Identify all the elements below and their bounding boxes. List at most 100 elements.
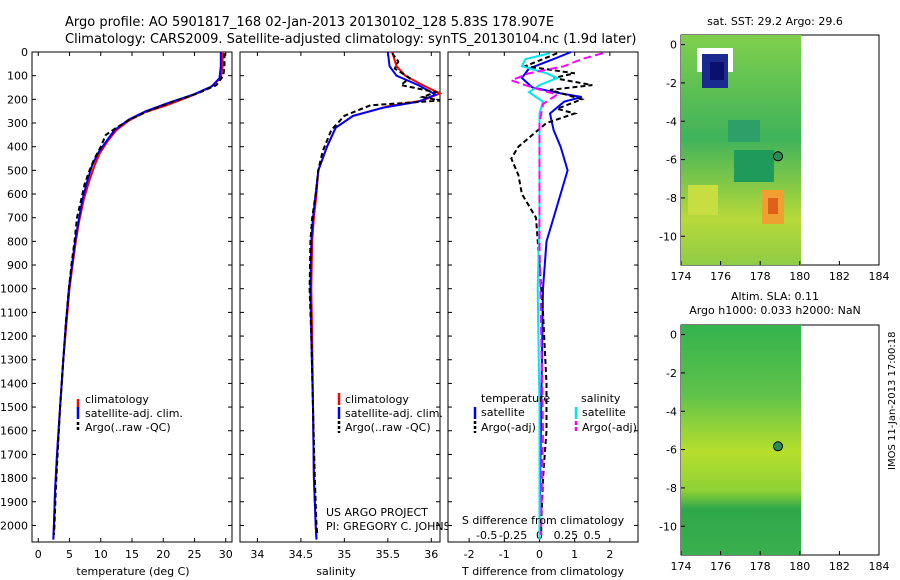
sst-map-title: sat. SST: 29.2 Argo: 29.6 — [707, 15, 843, 28]
sla-map-title-1: Altim. SLA: 0.11 — [731, 290, 819, 303]
depth-tick-label: 400 — [7, 141, 28, 154]
sla-argo-position-marker — [773, 441, 783, 452]
difference-x-axis: -2 -1 0 1 2-0.5 -0.25 0 0.25 0.5 — [464, 52, 613, 561]
x-tick-label: 35.5 — [376, 548, 401, 561]
sst-warm-core — [768, 198, 778, 214]
x-tick-label: 5 — [66, 548, 73, 561]
x-tick-label: 36 — [424, 548, 438, 561]
x-tick-label: 15 — [125, 548, 139, 561]
x-tick-label: 0 — [536, 548, 543, 561]
x-tick-label: 34.5 — [289, 548, 314, 561]
depth-tick-label: 0 — [21, 46, 28, 59]
temperature-xlabel: temperature (deg C) — [76, 565, 189, 578]
depth-tick-label: 200 — [7, 93, 28, 106]
s-x-tick-label: 0.5 — [584, 529, 602, 542]
map-y-tick-label: -4 — [666, 405, 677, 418]
sla-field — [681, 325, 801, 555]
map-x-tick-label: 182 — [829, 560, 850, 573]
s-x-tick-label: -0.25 — [499, 529, 527, 542]
s-difference-xlabel: S difference from climatology — [462, 514, 625, 527]
map-x-tick-label: 178 — [750, 560, 771, 573]
salinity-axes-frame — [239, 51, 441, 543]
map-x-tick-label: 180 — [789, 560, 810, 573]
temperature-legend: climatology satellite-adj. clim. Argo(..… — [76, 393, 183, 434]
x-tick-label: 34 — [250, 548, 264, 561]
map-y-tick-label: -6 — [666, 154, 677, 167]
map-x-tick-label: 184 — [869, 270, 890, 283]
series-line-s-argo-adj — [508, 52, 604, 535]
legend-label-satellite: satellite-adj. clim. — [345, 407, 443, 420]
legend-label-s-argo: Argo(-adj) — [582, 421, 637, 434]
sst-map-axes: 174 176 178 180 182 184 0 -2 -4 -6 -8 -10 — [659, 39, 889, 283]
map-y-tick-label: 0 — [670, 39, 677, 52]
legend-label-argo: Argo(..raw -QC) — [85, 421, 171, 434]
series-line-s-satellite — [520, 52, 560, 540]
x-tick-label: 0 — [35, 548, 42, 561]
x-tick-label: 10 — [94, 548, 108, 561]
depth-tick-label: 1700 — [0, 448, 28, 461]
sst-yellow-patch — [688, 185, 718, 215]
difference-panel: -2 -1 0 1 2-0.5 -0.25 0 0.25 0.5 temperature sal… — [447, 51, 639, 578]
sst-cold-core — [710, 62, 724, 80]
temperature-panel: 0100200300400500600700800900100011001200… — [0, 46, 233, 578]
salinity-x-axis: 34 34.5 35 35.5 36 — [250, 52, 438, 561]
depth-tick-label: 300 — [7, 117, 28, 130]
salinity-panel: 34 34.5 35 35.5 36 climatology satellite-adj… — [239, 51, 467, 578]
x-tick-label: -1 — [499, 548, 510, 561]
depth-tick-label: 1000 — [0, 283, 28, 296]
s-x-tick-label: -0.5 — [476, 529, 497, 542]
map-y-tick-label: -2 — [666, 77, 677, 90]
temperature-axes-frame — [31, 51, 233, 543]
project-credit: US ARGO PROJECT — [326, 506, 428, 519]
sla-map-axes: 174 176 178 180 182 184 0 -2 -4 -6 -8 -10 — [659, 329, 889, 573]
difference-legend: temperature salinity satellite Argo(-adj… — [473, 392, 637, 434]
map-x-tick-label: 184 — [869, 560, 890, 573]
depth-tick-label: 900 — [7, 259, 28, 272]
salinity-legend: climatology satellite-adj. clim. Argo(..… — [337, 393, 443, 434]
map-y-tick-label: -10 — [659, 230, 677, 243]
map-y-tick-label: -6 — [666, 444, 677, 457]
x-tick-label: 25 — [188, 548, 202, 561]
series-line-argo-raw-qc — [308, 52, 441, 535]
x-tick-label: 1 — [571, 548, 578, 561]
legend-label-s-satellite: satellite — [582, 406, 626, 419]
series-line-t-satellite — [520, 51, 582, 540]
difference-series — [508, 51, 604, 540]
legend-label-t-satellite: satellite — [481, 406, 525, 419]
sst-argo-position-marker — [773, 151, 783, 162]
legend-label-argo: Argo(..raw -QC) — [345, 421, 431, 434]
map-x-tick-label: 176 — [710, 560, 731, 573]
header-line-1: Argo profile: AO 5901817_168 02-Jan-2013… — [65, 15, 554, 30]
depth-tick-label: 500 — [7, 164, 28, 177]
x-tick-label: 20 — [156, 548, 170, 561]
depth-axis: 0 100 200 300 400 500 600 700 800 900 1000 1100 1200… — [0, 46, 232, 532]
temperature-x-axis: 0 5 10 15 20 25 30 — [35, 52, 233, 561]
depth-tick-label: 700 — [7, 212, 28, 225]
map-y-tick-label: -4 — [666, 115, 677, 128]
series-line-argo-raw-qc — [52, 53, 226, 535]
legend-header-salinity: salinity — [581, 392, 621, 405]
legend-label-climatology: climatology — [345, 393, 409, 406]
x-tick-label: 30 — [219, 548, 233, 561]
legend-label-climatology: climatology — [85, 393, 149, 406]
map-x-tick-label: 180 — [789, 270, 810, 283]
t-difference-xlabel: T difference from climatology — [461, 565, 624, 578]
depth-tick-label: 1800 — [0, 472, 28, 485]
depth-tick-label: 1200 — [0, 330, 28, 343]
sla-map-title-2: Argo h1000: 0.033 h2000: NaN — [689, 304, 861, 317]
map-x-tick-label: 174 — [671, 270, 692, 283]
sst-cool-patch — [728, 120, 760, 142]
salinity-xlabel: salinity — [316, 565, 356, 578]
depth-tick-label: 1600 — [0, 425, 28, 438]
header-line-2: Climatology: CARS2009. Satellite-adjuste… — [65, 32, 637, 47]
map-y-tick-label: -8 — [666, 192, 677, 205]
depth-tick-label: 1500 — [0, 401, 28, 414]
sst-map-panel: sat. SST: 29.2 Argo: 29.6 174 176 178 180 18… — [659, 15, 889, 283]
legend-label-t-argo: Argo(-adj) — [481, 421, 536, 434]
map-y-tick-label: -10 — [659, 520, 677, 533]
legend-label-satellite: satellite-adj. clim. — [85, 407, 183, 420]
x-tick-label: 2 — [606, 548, 613, 561]
map-y-tick-label: -2 — [666, 367, 677, 380]
difference-depth-ticks — [448, 51, 638, 526]
